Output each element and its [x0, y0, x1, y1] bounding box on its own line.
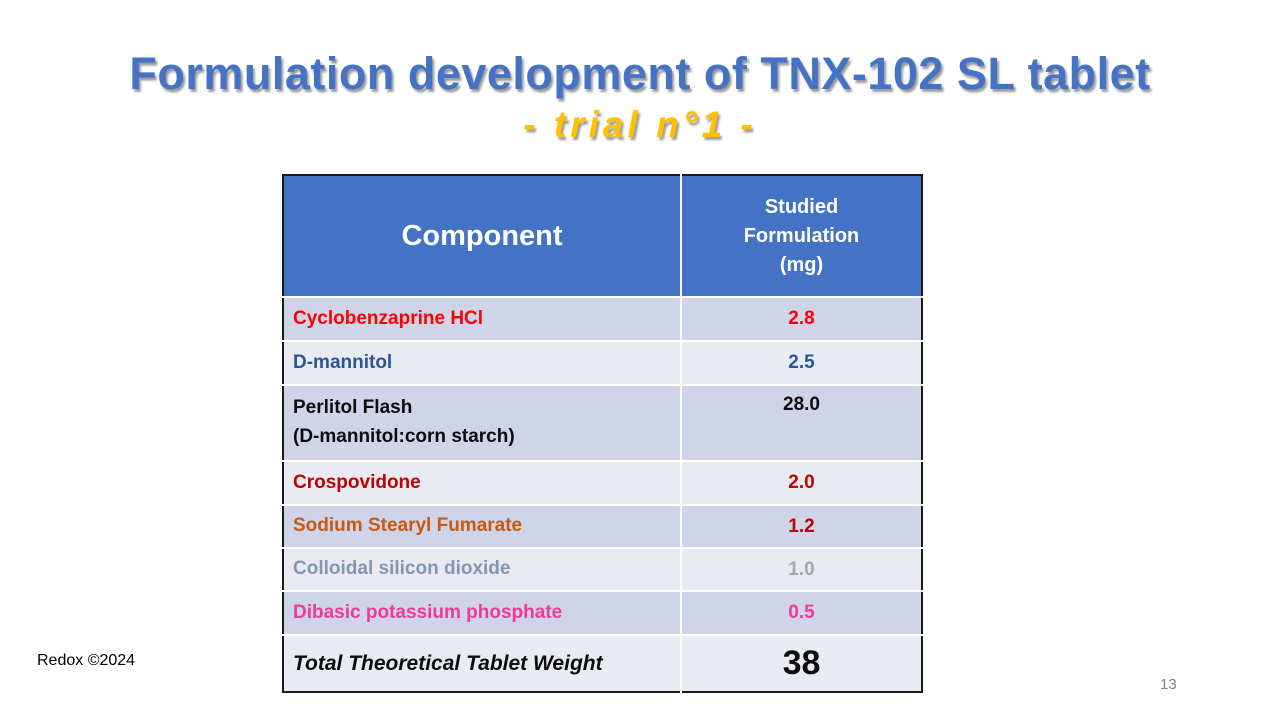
value-cell: 2.8 [681, 296, 922, 341]
page-subtitle: - trial n°1 - [523, 104, 757, 145]
value-cell: 1.0 [681, 547, 922, 591]
table-row-total: Total Theoretical Tablet Weight 38 [283, 634, 922, 692]
header-component: Component [283, 175, 682, 297]
value-cell: 0.5 [681, 590, 922, 635]
copyright-text: Redox ©2024 [37, 652, 136, 669]
table-row: Cyclobenzaprine HCl 2.8 [283, 296, 922, 341]
table-row: Colloidal silicon dioxide 1.0 [283, 547, 922, 591]
component-cell: Perlitol Flash (D-mannitol:corn starch) [283, 384, 682, 461]
total-label-cell: Total Theoretical Tablet Weight [283, 634, 682, 692]
value-cell: 2.0 [681, 460, 922, 505]
table-row: D-mannitol 2.5 [283, 340, 922, 385]
component-cell: Colloidal silicon dioxide [283, 547, 682, 591]
value-cell: 1.2 [681, 504, 922, 548]
value-cell: 28.0 [681, 384, 922, 461]
table-row: Crospovidone 2.0 [283, 460, 922, 505]
table-row: Perlitol Flash (D-mannitol:corn starch) … [283, 384, 922, 461]
formulation-table-container: Component Studied Formulation (mg) Cyclo… [282, 174, 923, 693]
component-cell: D-mannitol [283, 340, 682, 385]
component-cell: Crospovidone [283, 460, 682, 505]
component-cell: Dibasic potassium phosphate [283, 590, 682, 635]
component-cell: Cyclobenzaprine HCl [283, 296, 682, 341]
slide-title: Formulation development of TNX-102 SL ta… [0, 48, 1280, 146]
formulation-table: Component Studied Formulation (mg) Cyclo… [282, 174, 923, 693]
component-cell: Sodium Stearyl Fumarate [283, 504, 682, 548]
table-row: Sodium Stearyl Fumarate 1.2 [283, 504, 922, 548]
total-value-cell: 38 [681, 634, 922, 692]
table-header-row: Component Studied Formulation (mg) [283, 175, 922, 297]
page-number: 13 [1160, 676, 1177, 693]
page-title: Formulation development of TNX-102 SL ta… [129, 48, 1151, 99]
header-studied-formulation: Studied Formulation (mg) [681, 175, 922, 297]
table-row: Dibasic potassium phosphate 0.5 [283, 590, 922, 635]
value-cell: 2.5 [681, 340, 922, 385]
